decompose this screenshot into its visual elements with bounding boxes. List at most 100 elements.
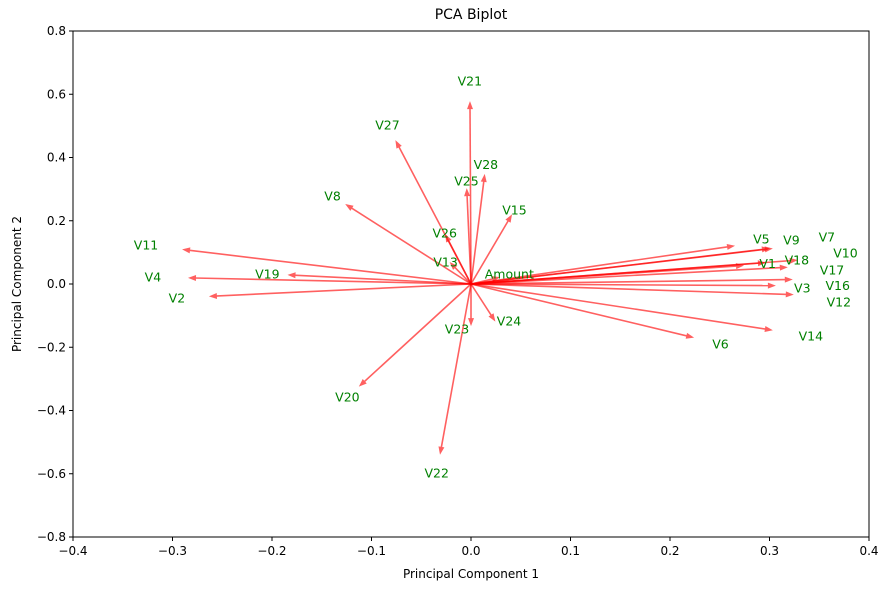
- variable-label-v15: V15: [502, 203, 526, 218]
- arrow-shaft: [470, 283, 767, 331]
- loading-arrow-v9: [470, 246, 770, 285]
- variable-label-v14: V14: [799, 329, 824, 344]
- arrow-shaft: [194, 277, 472, 285]
- loading-arrow-amount: [470, 276, 501, 285]
- loading-arrow-v16: [470, 276, 793, 285]
- variable-label-v3: V3: [794, 280, 811, 295]
- arrow-head: [779, 264, 788, 271]
- arrow-shaft: [466, 194, 472, 285]
- arrow-shaft: [293, 274, 472, 285]
- loading-arrow-v6: [470, 283, 695, 339]
- arrow-head: [464, 188, 471, 197]
- arrow-shaft: [470, 283, 770, 287]
- variable-label-v16: V16: [825, 278, 850, 293]
- arrow-shaft: [470, 248, 764, 285]
- loading-arrow-v8: [345, 204, 472, 285]
- variable-label-v11: V11: [134, 238, 158, 253]
- loading-arrow-v17: [470, 264, 788, 285]
- arrow-head: [468, 318, 474, 327]
- x-tick-label: −0.4: [58, 544, 87, 558]
- variable-label-v22: V22: [424, 466, 448, 481]
- variable-label-v9: V9: [783, 232, 800, 247]
- arrow-head: [767, 282, 776, 289]
- arrow-shaft: [470, 245, 729, 285]
- arrow-head: [345, 204, 354, 211]
- loading-arrow-v27: [395, 140, 472, 285]
- variable-label-v1: V1: [759, 256, 776, 271]
- y-tick-label: −0.4: [37, 404, 66, 418]
- x-tick-label: 0.1: [561, 544, 580, 558]
- variable-label-v6: V6: [712, 337, 729, 352]
- arrow-head: [395, 140, 402, 149]
- arrow-shaft: [397, 145, 472, 285]
- loading-arrow-v21: [467, 101, 474, 285]
- arrow-shaft: [215, 283, 472, 297]
- variable-label-amount: Amount: [485, 266, 534, 281]
- y-tick-label: 0.6: [47, 87, 66, 101]
- arrow-shaft: [470, 262, 760, 285]
- arrow-shaft: [470, 266, 782, 285]
- arrow-head: [764, 326, 773, 332]
- y-tick-label: 0.8: [47, 24, 66, 38]
- y-axis-ticks: −0.8 −0.6 −0.4 −0.2 0.0 0.2 0.4 0.6 0.8: [37, 24, 73, 544]
- x-axis-label: Principal Component 1: [403, 567, 539, 581]
- loading-arrow-v2: [208, 283, 472, 299]
- arrow-shaft: [470, 283, 689, 337]
- loading-arrow-v22: [438, 283, 472, 455]
- arrow-head: [789, 257, 798, 264]
- loading-arrow-v3: [470, 282, 776, 289]
- chart-title: PCA Biplot: [435, 7, 508, 23]
- x-axis-ticks: −0.4 −0.3 −0.2 −0.1 0.0 0.1 0.2 0.3 0.4: [58, 537, 879, 558]
- arrow-head: [480, 173, 487, 183]
- arrow-head: [785, 291, 794, 298]
- variable-label-v12: V12: [827, 295, 851, 310]
- loading-arrow-v19: [287, 272, 472, 285]
- variable-label-v8: V8: [324, 188, 341, 203]
- arrow-shaft: [470, 180, 485, 285]
- arrow-shaft: [469, 107, 472, 285]
- x-tick-label: −0.2: [257, 544, 286, 558]
- arrow-head: [182, 247, 191, 254]
- arrow-shaft: [470, 283, 788, 296]
- variable-label-v20: V20: [335, 390, 360, 405]
- y-tick-label: −0.6: [37, 467, 66, 481]
- variable-label-v2: V2: [169, 290, 186, 305]
- arrow-head: [287, 272, 296, 279]
- arrow-head: [358, 379, 367, 387]
- arrow-shaft: [470, 277, 495, 285]
- x-tick-label: 0.0: [461, 544, 480, 558]
- y-tick-label: −0.2: [37, 340, 66, 354]
- loading-arrow-v23: [468, 284, 474, 327]
- loading-arrow-v4: [187, 275, 472, 285]
- variable-labels: V1V2V3V4V5V6V7V8V9V10V11V12V13V14V15V16V…: [134, 74, 858, 481]
- arrow-head: [505, 214, 513, 223]
- loading-arrow-v28: [470, 173, 487, 285]
- arrow-shaft: [470, 219, 510, 285]
- loading-arrow-v24: [470, 283, 496, 322]
- arrow-head: [784, 276, 793, 283]
- variable-label-v5: V5: [753, 232, 770, 247]
- variable-label-v18: V18: [785, 252, 810, 267]
- loading-arrow-v5: [470, 243, 736, 285]
- variable-label-v28: V28: [474, 157, 499, 172]
- y-tick-label: 0.2: [47, 214, 66, 228]
- loading-arrow-v11: [182, 247, 472, 285]
- arrow-head: [726, 243, 736, 250]
- loading-arrow-v13: [449, 262, 472, 285]
- variable-label-v4: V4: [145, 270, 162, 285]
- arrow-shaft: [453, 266, 472, 285]
- arrow-shaft: [470, 278, 787, 285]
- x-tick-label: −0.3: [158, 544, 187, 558]
- variable-label-v21: V21: [458, 74, 482, 89]
- variable-label-v24: V24: [497, 314, 522, 329]
- arrow-head: [761, 246, 770, 253]
- arrow-head: [685, 332, 695, 339]
- variable-label-v23: V23: [445, 322, 469, 337]
- x-tick-label: 0.4: [859, 544, 878, 558]
- arrow-head: [488, 313, 496, 322]
- x-tick-label: 0.3: [760, 544, 779, 558]
- arrow-head: [467, 101, 474, 110]
- variable-label-v25: V25: [454, 174, 478, 189]
